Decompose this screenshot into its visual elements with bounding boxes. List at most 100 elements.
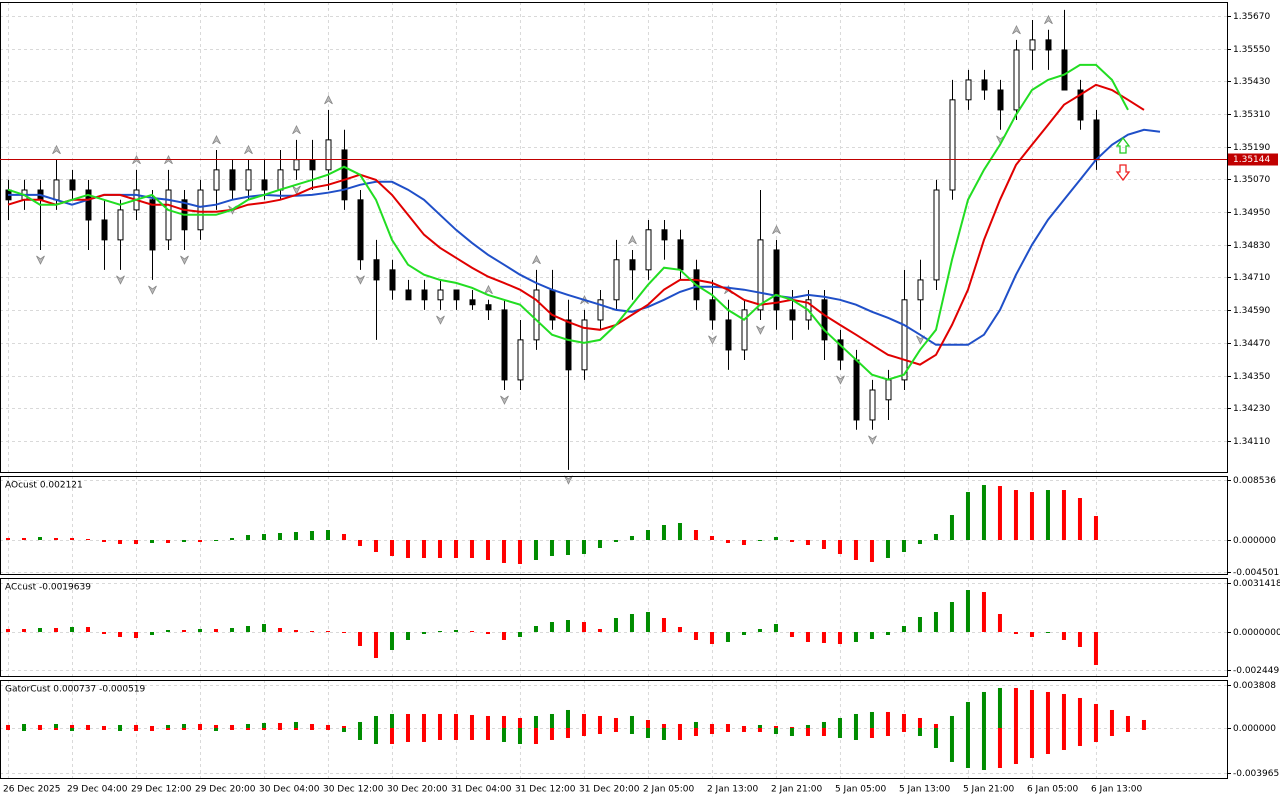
histogram-bar <box>773 536 778 540</box>
histogram-bar <box>949 715 954 728</box>
histogram-bar <box>757 539 762 541</box>
histogram-bar <box>453 539 458 558</box>
histogram-bar <box>309 530 314 540</box>
fractal-up <box>212 135 221 145</box>
y-tick-label: 1.34470 <box>1233 339 1270 349</box>
histogram-bar <box>517 539 522 564</box>
histogram-bar <box>181 629 186 632</box>
histogram-bar <box>165 629 170 632</box>
histogram-bar <box>677 723 682 728</box>
y-tick-label: 0.003808 <box>1233 681 1276 691</box>
candle-body <box>101 219 108 241</box>
histogram-bar <box>373 631 378 658</box>
x-tick-label: 31 Dec 04:00 <box>451 785 512 795</box>
histogram-bar <box>725 539 730 543</box>
histogram-bar <box>741 631 746 635</box>
candle-body <box>1093 119 1100 161</box>
histogram-bar <box>85 724 90 728</box>
histogram-bar <box>565 539 570 555</box>
histogram-bar <box>901 626 906 632</box>
x-tick-label: 30 Dec 20:00 <box>387 785 448 795</box>
histogram-bar <box>405 713 410 728</box>
histogram-bar <box>357 539 362 546</box>
candle-body <box>245 169 252 191</box>
histogram-bar <box>53 537 58 540</box>
fractal-down <box>356 275 365 285</box>
y-tick-label: 1.35190 <box>1233 143 1270 153</box>
candle-body <box>725 319 732 351</box>
histogram-bar <box>453 713 458 728</box>
pane-frame <box>0 476 1228 575</box>
candle-body <box>357 199 364 261</box>
histogram-bar <box>837 727 842 738</box>
histogram-bar <box>453 727 458 740</box>
histogram-bar <box>725 727 730 732</box>
histogram-bar <box>917 727 922 736</box>
histogram-bar <box>325 630 330 632</box>
moving-average-line <box>7 83 1145 366</box>
histogram-bar <box>277 533 282 540</box>
histogram-bar <box>517 727 522 744</box>
histogram-bar <box>661 618 666 632</box>
histogram-bar <box>501 539 506 563</box>
candle-body <box>501 309 508 381</box>
histogram-bar <box>853 713 858 728</box>
histogram-bar <box>405 631 410 640</box>
candle-body <box>1045 39 1052 51</box>
fractal-down <box>836 375 845 385</box>
histogram-bar <box>533 715 538 728</box>
histogram-bar <box>645 612 650 632</box>
histogram-bar <box>437 539 442 558</box>
histogram-bar <box>821 631 826 643</box>
histogram-bar <box>517 631 522 637</box>
candle-body <box>901 299 908 381</box>
fractal-down <box>916 335 925 345</box>
histogram-bar <box>5 727 10 730</box>
histogram-bar <box>1013 687 1018 728</box>
histogram-bar <box>485 727 490 740</box>
histogram-bar <box>981 485 986 540</box>
candle-body <box>821 299 828 341</box>
histogram-bar <box>549 539 554 556</box>
histogram-bar <box>581 713 586 728</box>
histogram-bar <box>277 627 282 632</box>
histogram-bar <box>149 539 154 543</box>
histogram-bar <box>37 536 42 540</box>
moving-average-line <box>7 63 1129 381</box>
candle-body <box>597 299 604 321</box>
histogram-bar <box>533 539 538 560</box>
histogram-bar <box>613 717 618 728</box>
candle-body <box>453 289 460 301</box>
histogram-bar <box>1109 727 1114 736</box>
histogram-bar <box>133 727 138 731</box>
histogram-bar <box>69 627 74 632</box>
x-tick-label: 5 Jan 05:00 <box>835 785 887 795</box>
histogram-bar <box>933 727 938 748</box>
histogram-bar <box>837 631 842 644</box>
histogram-bar <box>101 727 106 730</box>
histogram-bar <box>1061 631 1066 640</box>
histogram-bar <box>1013 490 1018 540</box>
x-tick-label: 2 Jan 13:00 <box>707 785 759 795</box>
histogram-bar <box>805 539 810 546</box>
candle-body <box>69 179 76 191</box>
candle-body <box>757 239 764 311</box>
histogram-bar <box>597 715 602 728</box>
histogram-bar <box>133 724 138 728</box>
histogram-bar <box>981 691 986 728</box>
histogram-bar <box>37 724 42 728</box>
histogram-bar <box>1093 631 1098 665</box>
candle-body <box>741 309 748 351</box>
histogram-bar <box>917 539 922 544</box>
histogram-bar <box>869 539 874 562</box>
x-tick-label: 30 Dec 12:00 <box>323 785 384 795</box>
histogram-bar <box>629 536 634 540</box>
candle-body <box>661 229 668 241</box>
candle-body <box>789 309 796 321</box>
histogram-bar <box>421 631 426 634</box>
histogram-bar <box>245 626 250 632</box>
x-tick-label: 29 Dec 12:00 <box>131 785 192 795</box>
histogram-bar <box>309 630 314 632</box>
histogram-bar <box>165 539 170 543</box>
y-tick-label: -0.003965 <box>1233 769 1279 779</box>
